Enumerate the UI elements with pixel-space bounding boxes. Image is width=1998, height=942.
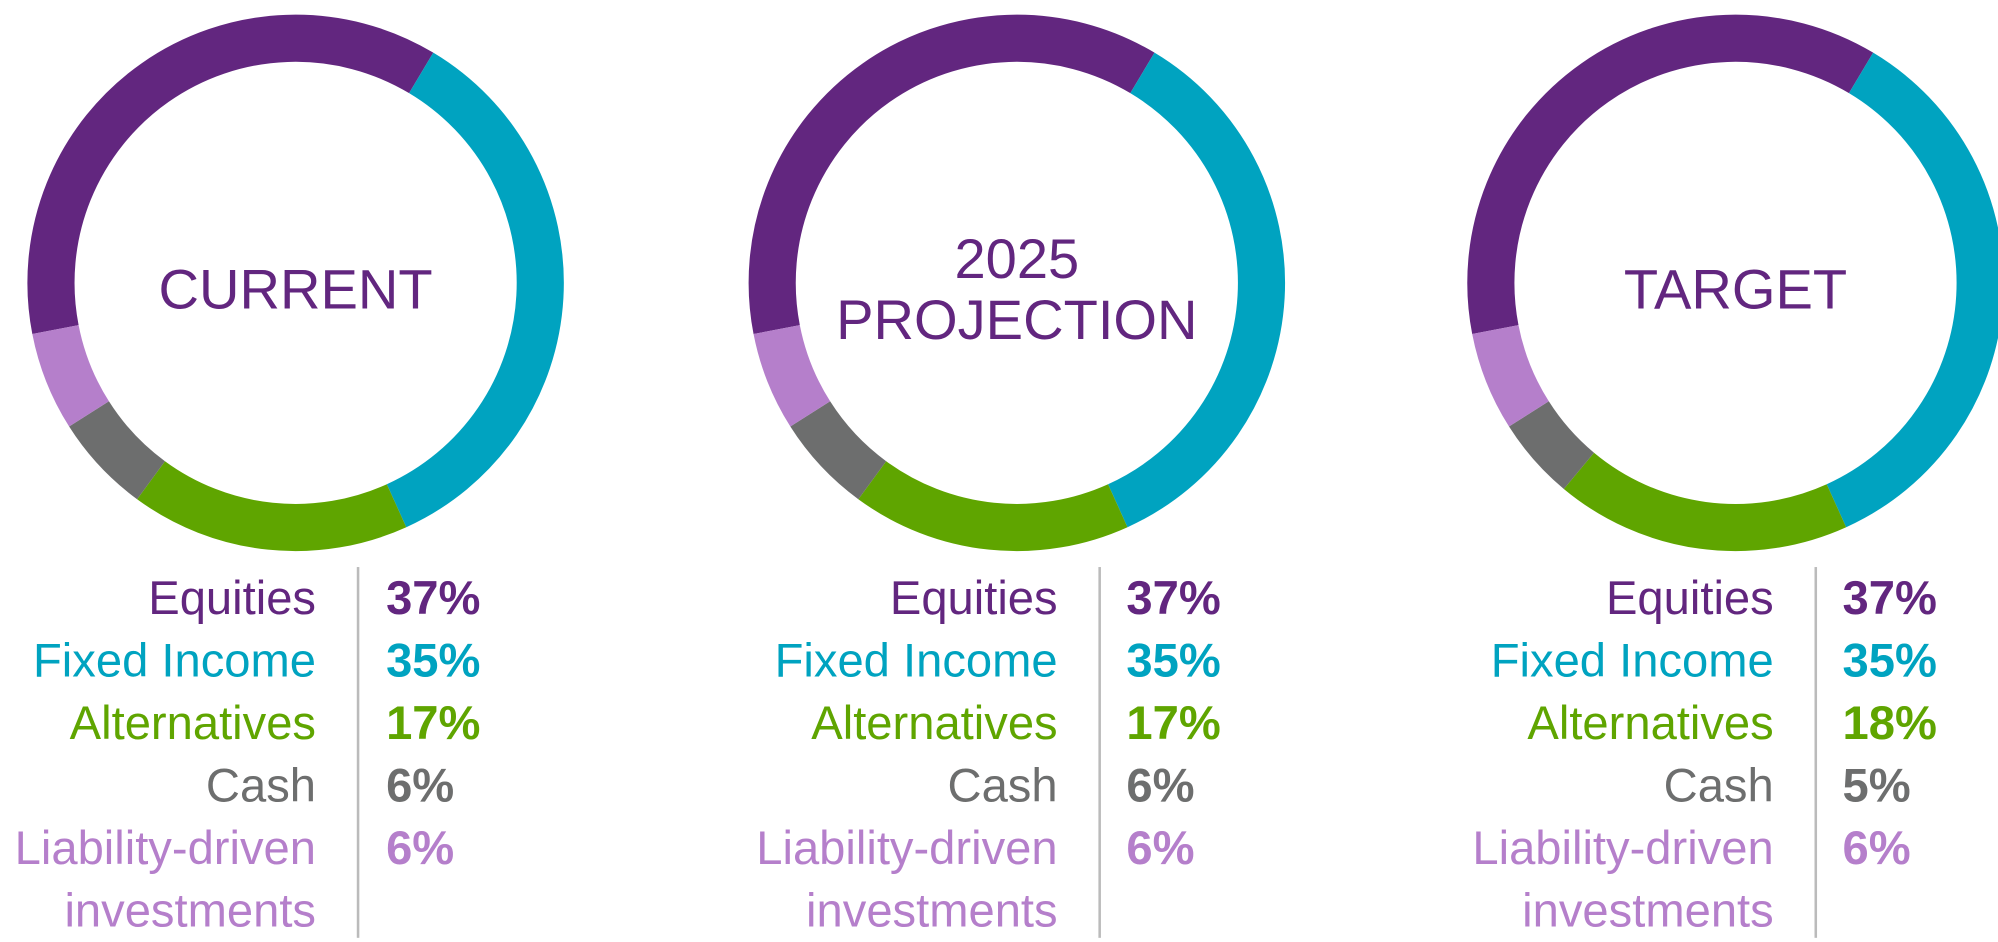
donut-segment (69, 400, 166, 500)
value-label: 17% (1126, 697, 1221, 750)
value-label: 35% (386, 634, 481, 687)
legend-label: Cash (1663, 759, 1774, 812)
legend-label: Alternatives (811, 697, 1058, 750)
legend-label: Liability-driven investments (14, 821, 317, 937)
value-label: 6% (386, 821, 455, 875)
donut-segment (27, 14, 434, 335)
legend-label: Equities (1605, 572, 1774, 625)
donut-segment (137, 461, 407, 552)
legend-label: Fixed Income (774, 634, 1058, 687)
donut-segment (1508, 400, 1595, 489)
legend-label: Equities (889, 572, 1058, 625)
legend-label: Liability-driven investments (756, 821, 1058, 937)
legend-label: Alternatives (69, 697, 317, 750)
donut-segment (790, 400, 887, 500)
value-label: 6% (1126, 759, 1195, 812)
chart-title: CURRENT (158, 258, 433, 322)
value-label: 5% (1842, 759, 1911, 812)
legend-labels: Equities Fixed Income Alternatives Cash Liab… (0, 567, 316, 942)
donut-chart (1467, 14, 1998, 552)
value-label: 35% (1126, 634, 1221, 687)
legend-label: Equities (148, 572, 317, 625)
legend-label: Cash (947, 759, 1058, 812)
divider (1814, 567, 1818, 938)
value-label: 37% (1126, 572, 1221, 625)
donut-segment (32, 324, 110, 427)
value-label: 37% (386, 572, 481, 625)
donut-chart (748, 14, 1285, 552)
value-label: 6% (1842, 821, 1911, 875)
divider (356, 567, 360, 938)
value-label: 6% (1126, 821, 1195, 875)
chart-title: 2025 PROJECTION (836, 228, 1198, 352)
donut-segment (386, 52, 564, 528)
donut-segment (1472, 324, 1550, 427)
legend-labels: Equities Fixed Income Alternatives Cash Liab… (1453, 567, 1774, 942)
donut-chart (27, 14, 564, 552)
donut-segment (748, 14, 1155, 335)
legend-values: 37% 35% 17% 6% 6% (386, 567, 480, 879)
donut-segment (1826, 52, 1998, 528)
legend-values: 37% 35% 17% 6% 6% (1126, 567, 1220, 879)
value-label: 37% (1842, 572, 1937, 625)
legend-label: Alternatives (1527, 697, 1774, 750)
donut-segment (1563, 452, 1847, 552)
legend-labels: Equities Fixed Income Alternatives Cash Liab… (737, 567, 1058, 942)
chart-title: TARGET (1623, 258, 1848, 322)
legend-label: Fixed Income (1490, 634, 1774, 687)
donut-segment (858, 461, 1128, 552)
donut-segment (753, 324, 831, 427)
donut-segment (1107, 52, 1285, 528)
legend-label: Cash (205, 759, 317, 812)
divider (1098, 567, 1101, 938)
value-label: 35% (1842, 634, 1937, 687)
value-label: 18% (1842, 697, 1937, 750)
legend-values: 37% 35% 18% 5% 6% (1843, 567, 1937, 879)
value-label: 6% (386, 759, 455, 812)
donut-segment (1467, 14, 1874, 335)
value-label: 17% (386, 697, 481, 750)
legend-label: Liability-driven investments (1472, 821, 1774, 937)
legend-label: Fixed Income (33, 634, 317, 687)
